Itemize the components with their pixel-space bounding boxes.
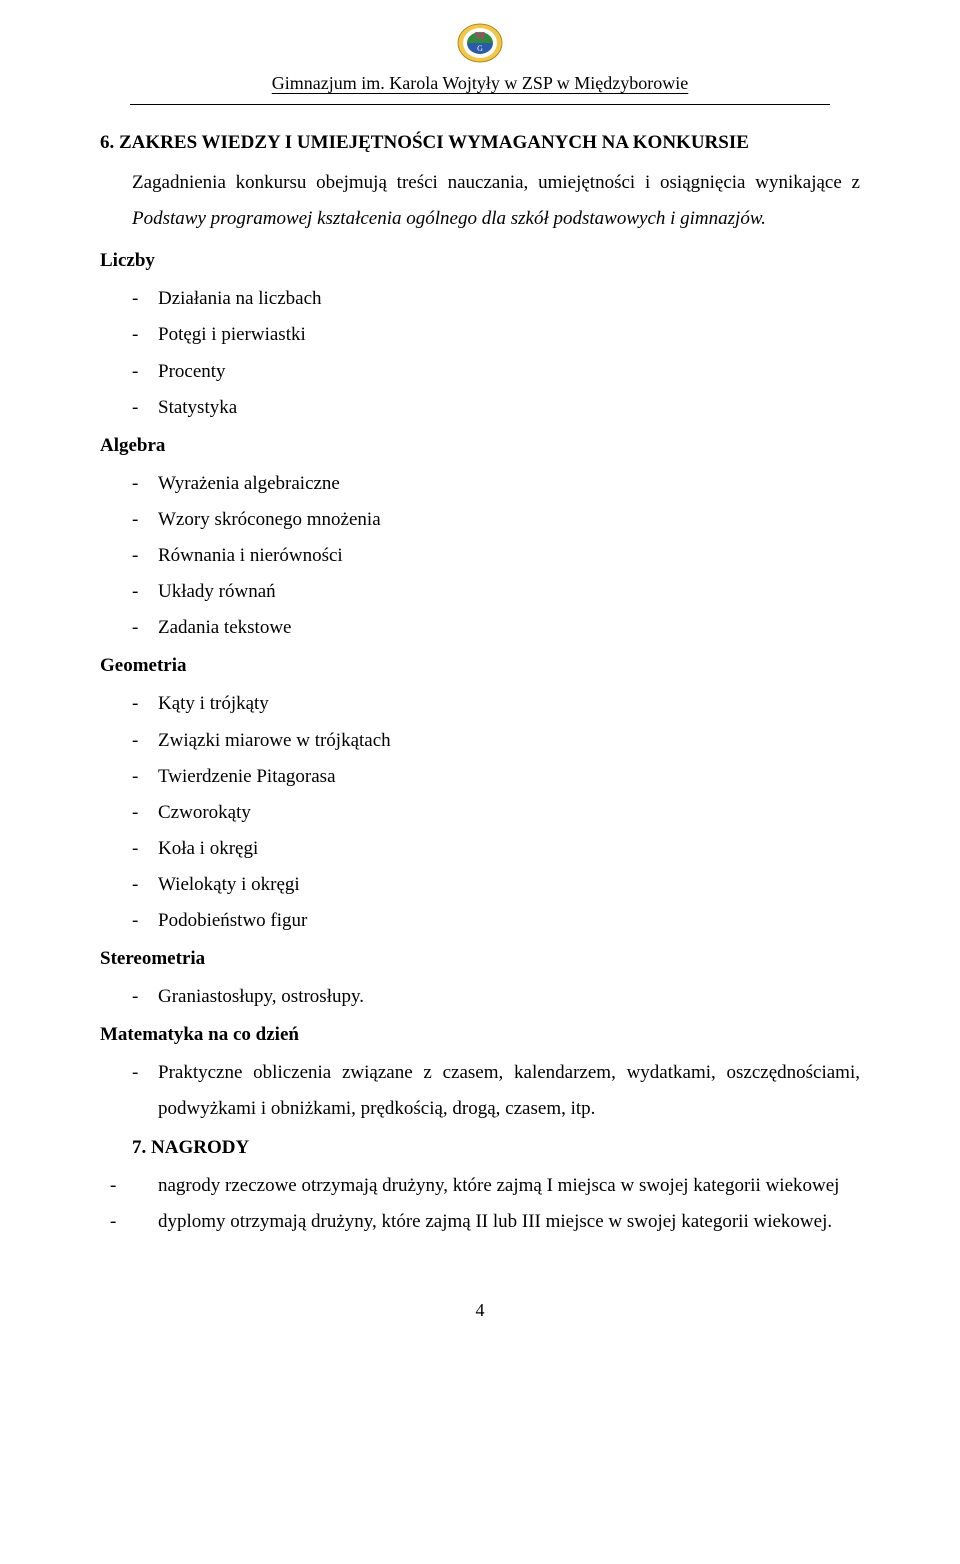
liczby-heading: Liczby [100,243,860,279]
document-page: M G Gimnazjum im. Karola Wojtyły w ZSP w… [0,20,960,1321]
liczby-list: Działania na liczbach Potęgi i pierwiast… [100,281,860,425]
header-rule-wrap [100,104,860,105]
list-item: Układy równań [132,574,860,610]
stereometria-heading: Stereometria [100,941,860,977]
svg-text:G: G [477,44,483,53]
matematyka-heading: Matematyka na co dzień [100,1017,860,1053]
list-item: Związki miarowe w trójkątach [132,723,860,759]
section-6-intro: Zagadnienia konkursu obejmują treści nau… [100,165,860,237]
intro-text-italic: Podstawy programowej kształcenia ogólneg… [132,208,766,229]
list-item: Graniastosłupy, ostrosłupy. [132,979,860,1015]
list-item: dyplomy otrzymają drużyny, które zajmą I… [100,1204,860,1240]
list-item: Wielokąty i okręgi [132,867,860,903]
header-title: Gimnazjum im. Karola Wojtyły w ZSP w Mię… [100,73,860,96]
list-item: Zadania tekstowe [132,610,860,646]
page-number: 4 [100,1300,860,1321]
geometria-heading: Geometria [100,648,860,684]
list-item: Praktyczne obliczenia związane z czasem,… [132,1055,860,1127]
stereometria-list: Graniastosłupy, ostrosłupy. [100,979,860,1015]
list-item: Działania na liczbach [132,281,860,317]
svg-text:M: M [475,30,486,42]
list-item: Koła i okręgi [132,831,860,867]
section-7-title: 7. NAGRODY [100,1130,860,1166]
section-6-title: 6. ZAKRES WIEDZY I UMIEJĘTNOŚCI WYMAGANY… [100,125,860,161]
list-item: Twierdzenie Pitagorasa [132,759,860,795]
document-body: 6. ZAKRES WIEDZY I UMIEJĘTNOŚCI WYMAGANY… [100,125,860,1240]
list-item: Podobieństwo figur [132,903,860,939]
page-header: M G Gimnazjum im. Karola Wojtyły w ZSP w… [100,20,860,96]
algebra-list: Wyrażenia algebraiczne Wzory skróconego … [100,466,860,646]
list-item: Procenty [132,354,860,390]
list-item: Wyrażenia algebraiczne [132,466,860,502]
algebra-heading: Algebra [100,428,860,464]
header-rule [130,104,830,105]
intro-text-plain: Zagadnienia konkursu obejmują treści nau… [132,172,860,193]
list-item: Statystyka [132,390,860,426]
matematyka-list: Praktyczne obliczenia związane z czasem,… [100,1055,860,1127]
school-logo-icon: M G [457,20,503,71]
list-item: nagrody rzeczowe otrzymają drużyny, któr… [100,1168,860,1204]
list-item: Równania i nierówności [132,538,860,574]
list-item: Czworokąty [132,795,860,831]
geometria-list: Kąty i trójkąty Związki miarowe w trójką… [100,686,860,939]
list-item: Kąty i trójkąty [132,686,860,722]
list-item: Wzory skróconego mnożenia [132,502,860,538]
list-item: Potęgi i pierwiastki [132,317,860,353]
nagrody-list: nagrody rzeczowe otrzymają drużyny, któr… [100,1168,860,1240]
